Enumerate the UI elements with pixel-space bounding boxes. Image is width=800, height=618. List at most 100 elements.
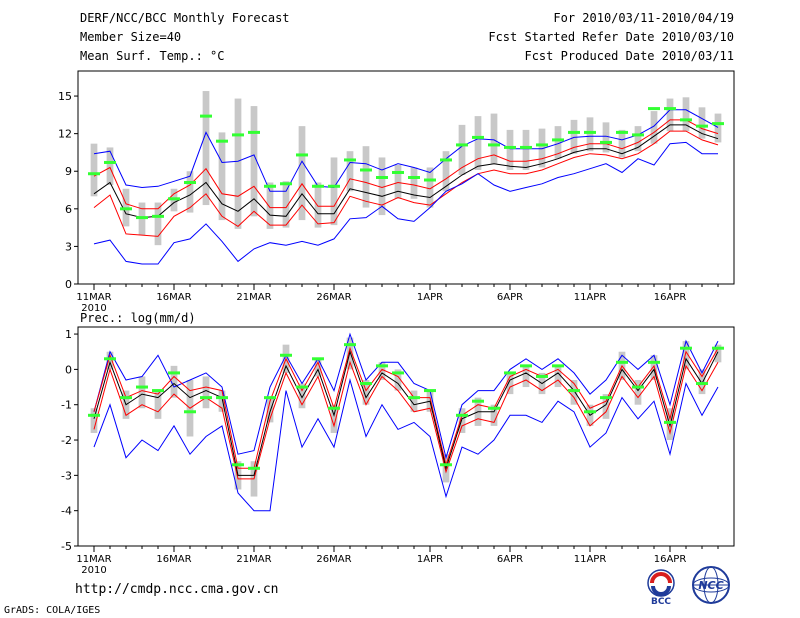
temp-ensemble-box [330,157,338,226]
prec-ensemble-box [714,344,722,363]
prec-ensemble-box [458,408,466,433]
prec-marker [152,389,164,393]
temp-ensemble-box [394,164,402,199]
prec-marker [312,357,324,361]
temp-marker [424,178,436,182]
prec-marker [712,346,724,350]
temp-marker [168,197,180,201]
prec-marker [136,385,148,389]
prec-x-tick-label: 6APR [497,554,523,565]
prec-ensemble-box [170,365,178,398]
temp-marker [472,135,484,139]
temp-ensemble-box [570,119,578,154]
temp-marker [152,214,164,218]
title-line-2: Member Size=40 [80,30,182,44]
temp-ensemble-box [538,128,546,168]
temp-ensemble-box [314,182,322,228]
prec-marker [408,396,420,400]
prec-ensemble-box [138,376,146,409]
prec-x-tick-label: 21MAR [236,554,271,565]
prec-marker [680,346,692,350]
temp-ensemble-box [218,132,226,221]
prec-x-tick-label: 26MAR [316,554,351,565]
prec-marker [584,410,596,414]
prec-ensemble-box [106,351,114,370]
temp-mean_black-line [93,124,719,219]
svg-text:BCC: BCC [651,597,671,607]
temp-marker [120,207,132,211]
temp-ensemble-box [602,122,610,153]
prec-y-tick-label: 1 [65,328,72,341]
prec-x-tick-label: 11MAR [76,554,111,565]
temp-ensemble-box [506,129,514,170]
precip-title: Prec.: log(mm/d) [80,311,196,325]
prec-ensemble-box [602,394,610,419]
prec-marker [456,413,468,417]
prec-marker [504,371,516,375]
prec-ensemble-box [410,390,418,412]
prec-marker [632,385,644,389]
source-url[interactable]: http://cmdp.ncc.cma.gov.cn [75,582,279,597]
prec-ensemble-box [554,365,562,388]
prec-marker [216,396,228,400]
temp-marker [376,176,388,179]
prec-panel: -5 -4 -3 -2 -1 0 1 11MAR 16MAR 21MAR 26MAR 1APR 6APR… [61,326,735,576]
temp-ensemble-box [714,113,722,143]
prec-marker [280,353,292,357]
prec-marker [664,420,676,424]
title-line-1: DERF/NCC/BCC Monthly Forecast [80,11,290,25]
prec-marker [168,371,180,375]
temp-marker [696,124,708,128]
temp-marker [440,158,452,162]
prec-marker [296,385,308,389]
prec-marker [328,406,340,410]
prec-marker [184,410,196,414]
prec-marker [120,396,132,400]
prec-ensemble-box [522,365,530,388]
temp-upper_red-line [93,119,719,210]
temp-marker [296,153,308,157]
temp-ensemble-box [634,126,642,152]
temp-marker [232,133,244,137]
temp-lower_red-line [93,130,719,237]
temp-marker [328,184,340,188]
temp-marker [616,130,628,134]
prec-y-tick-label: -5 [61,540,72,553]
temp-ensemble-box [266,182,274,229]
temp-marker [488,143,500,147]
temp-x-tick-label: 6APR [497,292,523,303]
temp-marker [248,130,260,134]
prec-marker [552,364,564,368]
temp-marker [664,107,676,111]
temp-ensemble-box [458,124,466,175]
temp-y-tick-label: 6 [65,203,72,216]
temp-ensemble-box [442,151,450,192]
grads-credit: GrADS: COLA/IGES [4,605,101,616]
prec-marker [360,382,372,386]
temp-marker [392,170,404,174]
temp-y-tick-label: 3 [65,240,72,253]
bcc-logo: BCC [647,569,675,607]
prec-marker [248,466,260,470]
prec-marker [392,371,404,375]
temp-x-tick-label: 16APR [654,292,687,303]
temp-ensemble-box [186,171,194,213]
prec-x-tick-label: 16MAR [156,554,191,565]
temp-ensemble-box [554,126,562,159]
temp-ensemble-box [282,181,290,228]
temp-ensemble-box [346,151,354,192]
prec-marker [520,364,532,368]
temp-marker [520,145,532,149]
svg-text:NCC: NCC [698,579,723,592]
prec-y-tick-label: -3 [61,469,72,482]
temp-marker [648,107,660,111]
temp-marker [312,184,324,188]
prec-marker [600,396,612,400]
prec-ensemble-box [202,376,210,409]
temp-ensemble-box [362,146,370,208]
prec-lower_red-line [93,360,719,480]
prec-marker [232,463,244,467]
prec-ensemble-box [634,379,642,405]
prec-ensemble-box [506,372,514,395]
